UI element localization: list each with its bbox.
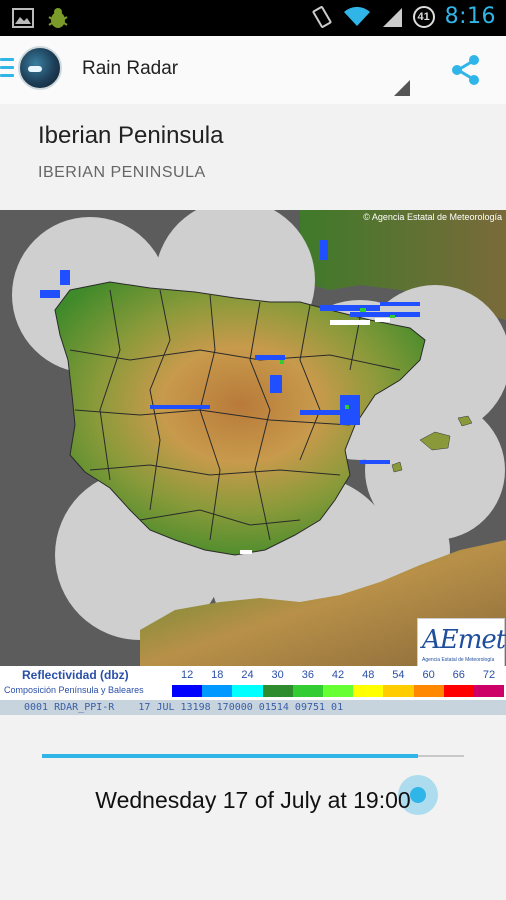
legend-color-swatch — [232, 685, 263, 697]
legend-subtitle: Composición Península y Baleares — [4, 685, 144, 695]
legend-color-swatch — [473, 685, 505, 697]
app-title[interactable]: Rain Radar — [82, 58, 179, 79]
legend-color-swatch — [383, 685, 414, 697]
battery-level-badge: 41 — [412, 5, 435, 28]
app-bar: Rain Radar — [0, 36, 506, 104]
legend-label: 18 — [211, 669, 224, 681]
legend-color-swatch — [202, 685, 233, 697]
legend-color-swatch — [443, 685, 474, 697]
reflectivity-legend: Reflectividad (dbz) Composición Penínsul… — [0, 666, 506, 700]
status-bar: 41 8:16 — [0, 0, 506, 36]
menu-icon[interactable] — [0, 58, 14, 80]
legend-label: 12 — [180, 669, 194, 681]
legend-label: 66 — [452, 669, 465, 681]
vibrate-icon — [312, 5, 332, 28]
legend-color-swatch — [413, 685, 444, 697]
region-title: Iberian Peninsula — [38, 122, 224, 149]
legend-label: 60 — [422, 669, 435, 681]
radar-info-line: 0001 RDAR_PPI-R 17 JUL 13198 170000 0151… — [0, 700, 506, 715]
timeline-area: Wednesday 17 of July at 19:00 — [0, 715, 506, 900]
legend-color-swatch — [353, 685, 384, 697]
signal-icon — [382, 7, 402, 27]
timeline-fill — [42, 754, 418, 758]
android-bug-icon — [48, 8, 68, 28]
region-dropdown-icon[interactable] — [394, 80, 410, 96]
timeline-date-label: Wednesday 17 of July at 19:00 — [95, 787, 411, 813]
legend-color-swatch — [322, 685, 354, 697]
copyright-text: © Agencia Estatal de Meteorología — [363, 212, 502, 222]
legend-colors — [172, 685, 505, 697]
radar-image[interactable]: © Agencia Estatal de Meteorología AEmet … — [0, 210, 506, 715]
legend-color-swatch — [292, 685, 323, 697]
legend-label: 48 — [362, 669, 375, 681]
legend-label: 42 — [331, 669, 345, 681]
region-subtitle: IBERIAN PENINSULA — [38, 164, 206, 181]
legend-label: 36 — [301, 669, 314, 681]
timeline-slider[interactable] — [42, 754, 464, 815]
timeline-thumb[interactable] — [410, 787, 426, 803]
aemet-logo: AEmet Agencia Estatal de Meteorología — [417, 618, 506, 668]
wifi-icon — [343, 6, 370, 26]
legend-color-swatch — [172, 685, 203, 697]
legend-scale: 12 18 24 30 36 42 48 54 60 66 72 — [172, 669, 505, 697]
legend-label: 24 — [241, 669, 254, 681]
clock: 8:16 — [444, 4, 496, 29]
legend-label: 54 — [392, 669, 405, 681]
radar-map — [0, 210, 506, 666]
share-icon[interactable] — [450, 54, 482, 86]
legend-color-swatch — [262, 685, 293, 697]
app-logo-icon[interactable] — [18, 46, 62, 90]
legend-title: Reflectividad (dbz) — [22, 668, 129, 682]
legend-labels: 12 18 24 30 36 42 48 54 60 66 72 — [172, 669, 504, 683]
legend-label: 30 — [271, 669, 284, 681]
region-header: Iberian Peninsula IBERIAN PENINSULA — [0, 104, 506, 210]
gallery-icon — [12, 8, 34, 28]
legend-label: 72 — [482, 669, 496, 681]
